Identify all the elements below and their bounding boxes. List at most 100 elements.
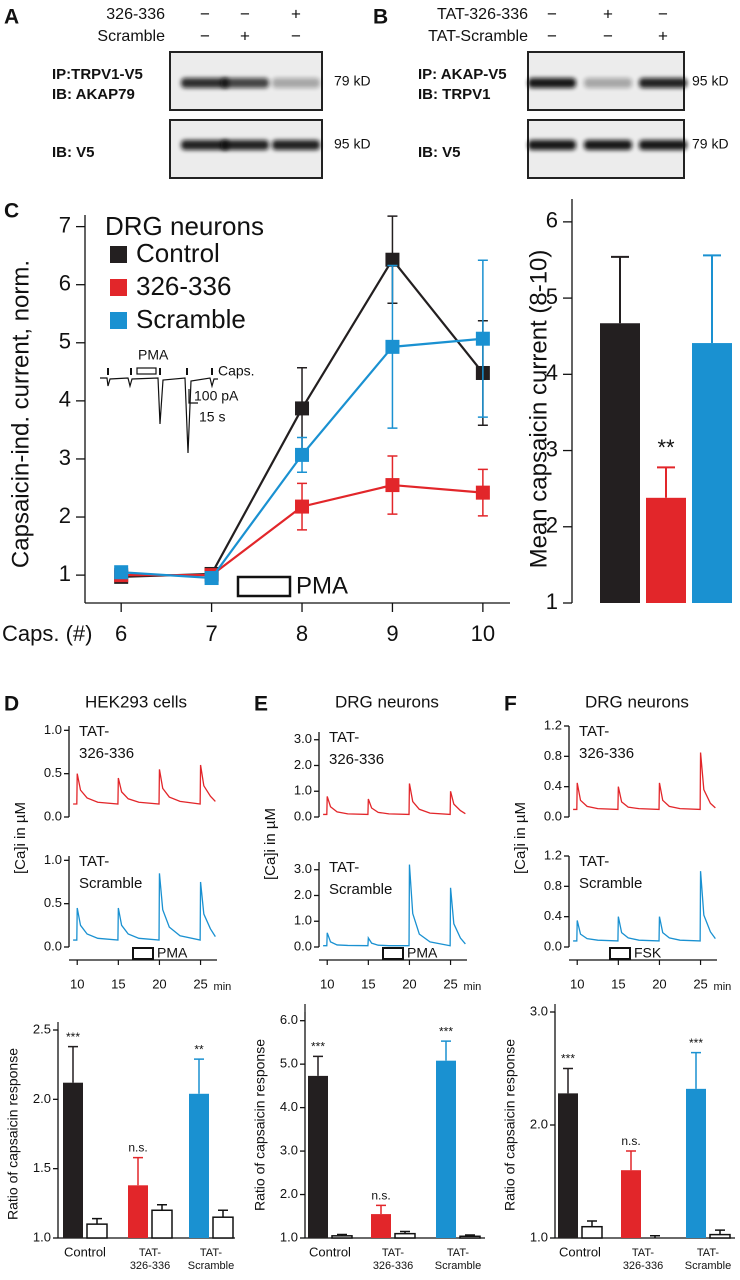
bar bbox=[621, 1170, 641, 1238]
y-tick-label: 1.0 bbox=[33, 1229, 51, 1244]
treatment-label: PMA bbox=[296, 572, 348, 599]
significance-label: n.s. bbox=[128, 1141, 147, 1155]
trace-label: 326-336 bbox=[329, 751, 384, 768]
blot-label: IB: V5 bbox=[52, 144, 95, 161]
x-tick-label: TAT- bbox=[447, 1247, 470, 1259]
error-bar bbox=[376, 1204, 386, 1215]
y-tick-label: 0.8 bbox=[544, 748, 562, 763]
bar bbox=[308, 1075, 328, 1238]
blot-label: IB: AKAP79 bbox=[52, 86, 135, 103]
calcium-trace bbox=[323, 864, 466, 947]
y-tick-label: 2.5 bbox=[33, 1021, 51, 1036]
condition-label: 326-336 bbox=[106, 6, 165, 23]
y-tick-label: 1.2 bbox=[544, 717, 562, 732]
error-bar bbox=[626, 1150, 636, 1171]
x-tick-label: 10 bbox=[70, 976, 84, 991]
condition-label: TAT-Scramble bbox=[428, 28, 528, 45]
condition-sign: − bbox=[658, 4, 668, 23]
bar bbox=[646, 497, 686, 603]
error-bar bbox=[218, 1209, 228, 1218]
y-tick-label: 2.0 bbox=[294, 887, 312, 902]
y-tick-label: 3.0 bbox=[294, 731, 312, 746]
y-tick-label: 1.5 bbox=[33, 1160, 51, 1175]
condition-sign: − bbox=[200, 26, 210, 45]
condition-sign: + bbox=[603, 4, 613, 23]
blot-label: IP: AKAP-V5 bbox=[418, 66, 507, 83]
x-tick-label: Scramble bbox=[188, 1260, 234, 1272]
legend-swatch bbox=[110, 312, 127, 329]
x-tick-label: 15 bbox=[111, 976, 125, 991]
y-axis-label: [Ca]i in µM bbox=[12, 802, 29, 874]
y-tick-label: 5.0 bbox=[280, 1056, 298, 1071]
x-tick-label: 10 bbox=[471, 621, 495, 646]
y-tick-label: 0.0 bbox=[544, 938, 562, 953]
error-bar bbox=[92, 1217, 102, 1225]
condition-sign: + bbox=[291, 4, 301, 23]
legend-label: 326-336 bbox=[136, 271, 231, 301]
trace-label: 326-336 bbox=[79, 745, 134, 762]
bar bbox=[86, 1223, 108, 1239]
panel-label: C bbox=[4, 200, 19, 223]
error-bar bbox=[587, 1220, 597, 1227]
y-tick-label: 1 bbox=[546, 589, 558, 614]
y-axis-label: [Ca]i in µM bbox=[512, 802, 529, 874]
error-bar bbox=[611, 255, 629, 324]
condition-sign: − bbox=[200, 4, 210, 23]
panel-label: E bbox=[254, 693, 268, 716]
x-tick-label: 8 bbox=[296, 621, 308, 646]
y-tick-label: 4 bbox=[546, 360, 558, 385]
treatment-box bbox=[132, 947, 154, 960]
x-tick-label: 15 bbox=[361, 976, 375, 991]
blot-band bbox=[181, 140, 229, 150]
x-tick-label: Control bbox=[559, 1244, 601, 1259]
marker bbox=[475, 485, 490, 500]
x-tick-label: 25 bbox=[193, 976, 207, 991]
y-tick-label: 2 bbox=[546, 513, 558, 538]
inset-label: 100 pA bbox=[194, 388, 239, 404]
blot-band bbox=[221, 78, 269, 88]
inset-label: Caps. bbox=[218, 363, 255, 379]
panel-title: DRG neurons bbox=[335, 692, 439, 711]
significance-label: ** bbox=[194, 1042, 204, 1056]
calcium-trace bbox=[73, 764, 216, 805]
significance-label: *** bbox=[66, 1030, 80, 1044]
x-tick-label: 20 bbox=[402, 976, 416, 991]
x-tick-label: 326-336 bbox=[623, 1260, 663, 1272]
blot-band bbox=[639, 140, 687, 150]
bar bbox=[394, 1232, 416, 1239]
significance-label: n.s. bbox=[371, 1189, 390, 1203]
y-tick-label: 1 bbox=[59, 561, 71, 586]
x-tick-label: Control bbox=[309, 1244, 351, 1259]
bar bbox=[600, 323, 640, 603]
significance-label: *** bbox=[439, 1024, 453, 1038]
blot-label: IB: TRPV1 bbox=[418, 86, 491, 103]
error-bar bbox=[703, 254, 721, 344]
marker bbox=[385, 252, 400, 267]
y-tick-label: 0.0 bbox=[544, 808, 562, 823]
marker bbox=[295, 447, 310, 462]
calcium-trace bbox=[573, 752, 716, 811]
treatment-label: PMA bbox=[407, 945, 438, 961]
x-tick-label: 10 bbox=[570, 976, 584, 991]
y-tick-label: 0.0 bbox=[44, 808, 62, 823]
x-tick-label: 6 bbox=[115, 621, 127, 646]
y-tick-label: 2.0 bbox=[530, 1116, 548, 1131]
y-tick-label: 3.0 bbox=[530, 1003, 548, 1018]
blot-label: IB: V5 bbox=[418, 144, 461, 161]
bar bbox=[331, 1235, 353, 1239]
x-tick-label: 15 bbox=[611, 976, 625, 991]
x-tick-label: TAT- bbox=[139, 1247, 162, 1259]
bar bbox=[436, 1060, 456, 1238]
x-tick-label: TAT- bbox=[382, 1247, 405, 1259]
marker bbox=[385, 339, 400, 354]
x-unit: min bbox=[464, 981, 482, 993]
y-axis-label: Capsaicin-ind. current, norm. bbox=[7, 260, 34, 568]
inset-treatment-box bbox=[136, 367, 157, 375]
blot-label: IP:TRPV1-V5 bbox=[52, 66, 143, 83]
blot-band bbox=[528, 140, 576, 150]
molecular-weight: 79 kD bbox=[334, 73, 371, 89]
legend-swatch bbox=[110, 279, 127, 296]
x-tick-label: 20 bbox=[652, 976, 666, 991]
bar bbox=[189, 1093, 209, 1238]
